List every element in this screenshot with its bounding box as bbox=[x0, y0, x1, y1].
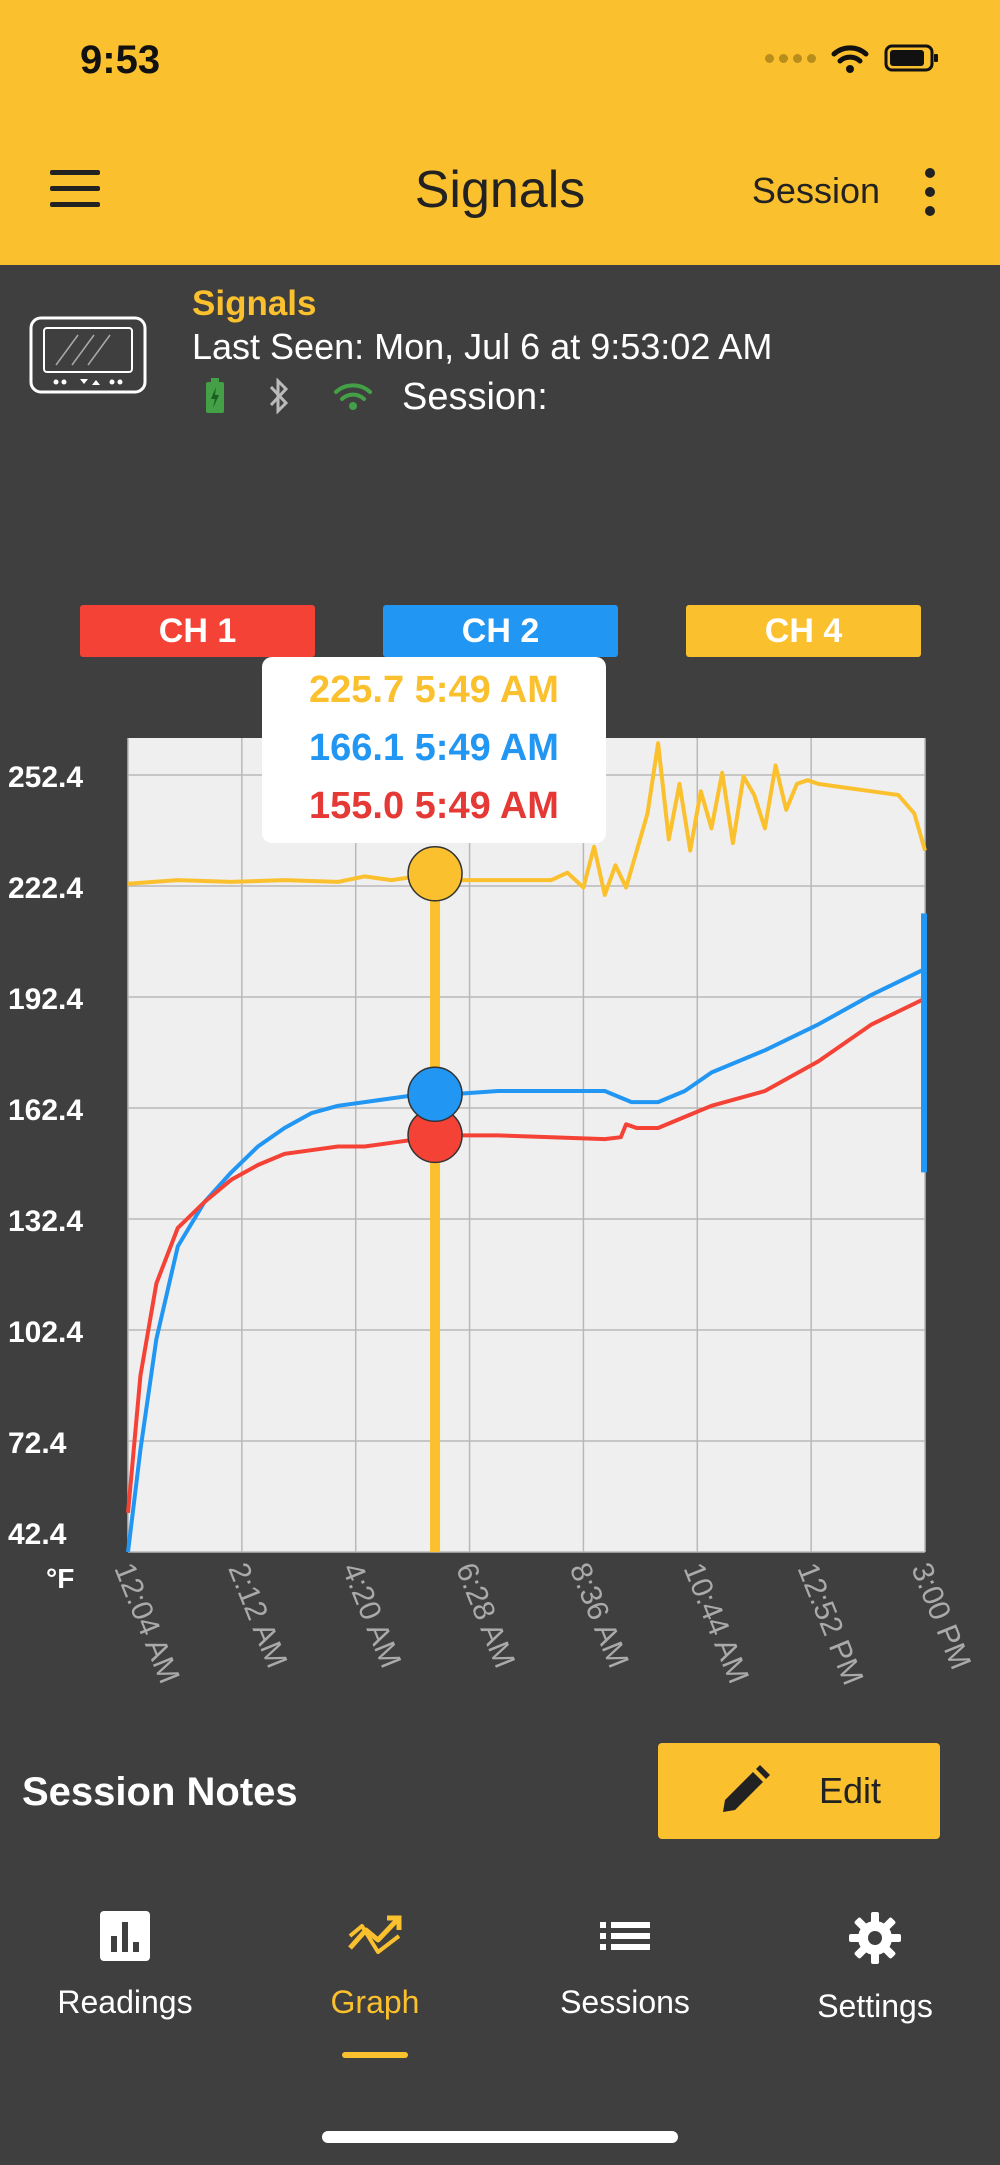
wifi-icon bbox=[334, 383, 372, 410]
tab-graph-label: Graph bbox=[330, 1984, 420, 2020]
tab-sessions[interactable]: Sessions bbox=[500, 1880, 750, 2080]
x-tick-label: 4:20 AM bbox=[335, 1558, 407, 1672]
x-tick-label: 2:12 AM bbox=[221, 1558, 293, 1672]
bottom-tab-bar: Readings Graph Sessions bbox=[0, 1880, 1000, 2080]
device-icon bbox=[29, 316, 147, 394]
tab-settings[interactable]: Settings bbox=[750, 1880, 1000, 2080]
x-tick-label: 12:52 PM bbox=[791, 1558, 870, 1689]
legend-ch1[interactable]: CH 1 bbox=[80, 605, 315, 657]
edit-notes-button[interactable]: Edit bbox=[658, 1743, 940, 1839]
session-label: Session: bbox=[402, 376, 548, 418]
device-name: Signals bbox=[192, 284, 317, 323]
list-icon bbox=[600, 1922, 650, 1950]
y-tick-label: 102.4 bbox=[8, 1316, 83, 1349]
y-tick-label: 132.4 bbox=[8, 1205, 83, 1238]
y-axis-unit: °F bbox=[46, 1563, 74, 1594]
wifi-status-icon bbox=[831, 45, 869, 73]
app-header: 9:53 Signals Session bbox=[0, 0, 1000, 265]
battery-status-icon bbox=[884, 44, 938, 72]
x-tick-label: 6:28 AM bbox=[449, 1558, 521, 1672]
edit-label: Edit bbox=[818, 1770, 882, 1811]
y-tick-label: 162.4 bbox=[8, 1094, 83, 1127]
page-title: Signals bbox=[414, 161, 586, 219]
tooltip-ch1-value: 155.0 5:49 AM bbox=[309, 785, 559, 827]
tooltip-ch4-value: 225.7 5:49 AM bbox=[309, 669, 559, 711]
tab-readings[interactable]: Readings bbox=[0, 1880, 250, 2080]
y-tick-label: 252.4 bbox=[8, 761, 83, 794]
gear-icon bbox=[849, 1912, 901, 1964]
cursor-marker-ch-2 bbox=[407, 1066, 463, 1123]
cellular-signal-icon bbox=[765, 53, 816, 63]
x-tick-label: 3:00 PM bbox=[905, 1558, 977, 1674]
bar-chart-icon bbox=[100, 1911, 150, 1961]
y-tick-label: 72.4 bbox=[8, 1427, 67, 1460]
active-tab-indicator bbox=[342, 2052, 408, 2058]
battery-icon bbox=[206, 378, 224, 413]
x-tick-label: 8:36 AM bbox=[563, 1558, 635, 1672]
temperature-chart[interactable]: 252.4 222.4 192.4 162.4 132.4 102.4 72.4 42.4 °F… bbox=[0, 700, 1000, 1720]
x-tick-label: 12:04 AM bbox=[108, 1558, 186, 1688]
plot-area bbox=[128, 738, 925, 1552]
session-menu-button[interactable]: Session bbox=[751, 170, 880, 211]
tab-sessions-label: Sessions bbox=[560, 1984, 690, 2020]
more-options-icon[interactable] bbox=[920, 168, 940, 216]
session-notes-title: Session Notes bbox=[22, 1770, 298, 1814]
status-time: 9:53 bbox=[80, 38, 161, 82]
legend-ch2[interactable]: CH 2 bbox=[383, 605, 618, 657]
legend-ch4[interactable]: CH 4 bbox=[686, 605, 921, 657]
last-seen-text: Last Seen: Mon, Jul 6 at 9:53:02 AM bbox=[192, 326, 773, 367]
bluetooth-icon bbox=[269, 378, 289, 414]
menu-icon[interactable] bbox=[50, 170, 100, 207]
device-status-icons bbox=[205, 378, 373, 414]
trend-icon bbox=[348, 1915, 402, 1954]
x-tick-label: 10:44 AM bbox=[677, 1558, 755, 1688]
tab-graph[interactable]: Graph bbox=[250, 1880, 500, 2080]
value-tooltip: 225.7 5:49 AM 166.1 5:49 AM 155.0 5:49 A… bbox=[262, 657, 606, 843]
home-indicator bbox=[322, 2131, 678, 2143]
status-indicators bbox=[765, 42, 940, 74]
y-tick-label: 192.4 bbox=[8, 983, 83, 1016]
y-tick-label: 42.4 bbox=[8, 1518, 67, 1551]
tab-readings-label: Readings bbox=[57, 1984, 193, 2020]
tab-settings-label: Settings bbox=[817, 1988, 933, 2024]
y-tick-label: 222.4 bbox=[8, 872, 83, 905]
tooltip-ch2-value: 166.1 5:49 AM bbox=[309, 727, 559, 769]
cursor-marker-ch-4 bbox=[407, 846, 463, 902]
pencil-icon bbox=[722, 1765, 770, 1812]
